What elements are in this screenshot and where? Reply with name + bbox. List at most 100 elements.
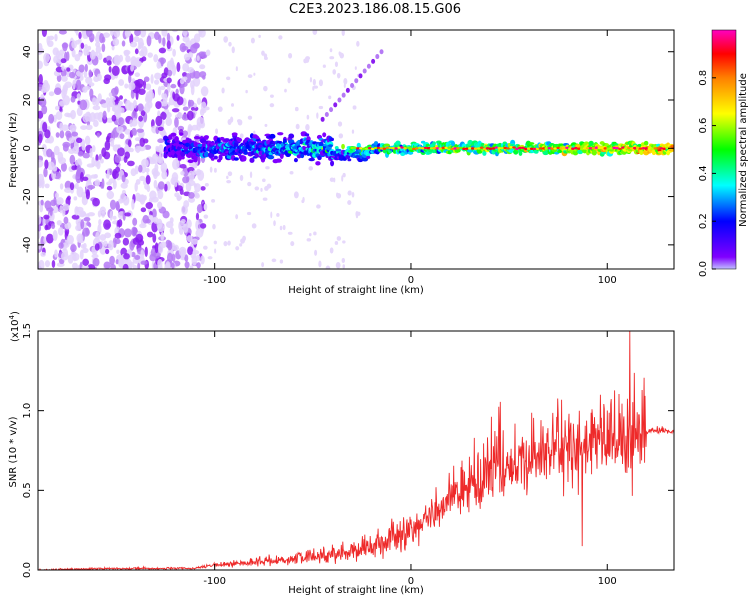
heatmap-cell [497,147,502,150]
heatmap-cell [102,110,107,120]
heatmap-cell [205,106,210,111]
heatmap-cell [318,105,324,110]
heatmap-cell [322,64,326,68]
heatmap-cell [124,83,129,89]
heatmap-cell [420,147,425,150]
heatmap-cell [282,224,286,231]
heatmap-cell [157,258,163,269]
heatmap-cell [632,146,637,150]
heatmap-cell [156,61,161,69]
heatmap-cell [160,241,167,249]
heatmap-cell [600,146,605,150]
heatmap-cell [375,54,380,60]
heatmap-cell [447,146,452,149]
heatmap-cell [318,141,324,147]
heatmap-cell [111,114,117,122]
heatmap-cell [367,146,372,150]
heatmap-cell [407,151,414,155]
heatmap-cell [229,116,234,123]
heatmap-cell [341,92,346,98]
heatmap-cell [226,175,229,180]
heatmap-cell [582,147,587,150]
snr-series-line [38,331,674,570]
heatmap-cell [288,52,293,59]
heatmap-cell [178,227,184,235]
heatmap-cell [72,254,77,262]
heatmap-cell [556,146,560,150]
heatmap-cell [500,146,505,150]
snr-ytick-label: 1.5 [22,323,33,339]
heatmap-cell [213,155,218,160]
heatmap-cell [82,247,89,254]
heatmap-cell [44,183,50,189]
heatmap-cell [254,186,260,191]
heatmap-cell [38,214,42,226]
heatmap-cell [101,210,106,218]
colorbar-ticks: 0.0 0.2 0.4 0.6 0.8 [698,70,716,277]
heatmap-cell [61,42,69,49]
heatmap-cell [81,191,87,199]
heatmap-cell [351,129,355,134]
heatmap-cell [320,116,325,122]
heatmap-cell [153,79,160,85]
heatmap-cell [656,147,661,150]
heatmap-cell [59,122,64,132]
heatmap-cell [131,226,138,237]
heatmap-cell [42,216,46,228]
heatmap-cell [494,146,499,149]
heatmap-cell [53,145,60,156]
heatmap-cell [450,141,456,147]
heatmap-cell [164,183,168,192]
heatmap-cell [189,265,194,269]
svg-text:(x104): (x104) [8,311,21,342]
heatmap-cell [329,107,334,113]
heatmap-cell [114,232,122,239]
heatmap-cell [82,176,89,182]
heatmap-cell [81,143,86,151]
heatmap-cell [129,261,135,268]
heatmap-cell [264,123,268,127]
heatmap-cell [186,219,192,229]
heatmap-cell [358,73,363,79]
heatmap-cell [89,50,96,60]
snr-ytick-label: 1.0 [22,403,33,419]
heatmap-cell [38,73,43,85]
heatmap-cell [174,176,178,188]
heatmap-cell [163,153,168,159]
heatmap-cell [197,30,204,34]
heatmap-cell [391,147,396,150]
heatmap-cell [112,38,120,46]
heatmap-cell [350,146,354,150]
heatmap-cell [55,132,60,138]
heatmap-cell [653,147,658,150]
heatmap-cell [158,144,164,154]
heatmap-cell [85,189,90,200]
colorbar: 0.0 0.2 0.4 0.6 0.8 Normalized spectral ampl… [698,29,749,277]
heatmap-cell [117,144,121,149]
heatmap-cell [131,110,138,121]
heatmap-cell [122,210,126,221]
heatmap-cell [373,146,378,150]
heatmap-cell [182,106,189,111]
heatmap-cell [249,157,255,163]
heatmap-cell [38,228,41,240]
heatmap-cell [117,219,123,227]
heatmap-cell [166,140,171,143]
heatmap-cell [46,35,51,46]
heatmap-cell [63,216,69,225]
heatmap-axes: -100 0 100 -40 -20 0 20 40 [22,30,674,286]
heatmap-ytick-label: 40 [22,45,33,58]
heatmap-cell [98,219,102,226]
figure-title: C2E3.2023.186.08.15.G06 [288,2,462,17]
heatmap-cell [78,31,82,39]
heatmap-cell [359,147,363,150]
heatmap-cell [247,115,253,120]
heatmap-cell [143,195,147,201]
heatmap-cell [330,160,335,167]
heatmap-cell [341,257,346,264]
heatmap-cell [337,97,342,103]
heatmap-cell [479,146,484,149]
heatmap-cell [199,64,206,70]
heatmap-cell [329,177,335,182]
